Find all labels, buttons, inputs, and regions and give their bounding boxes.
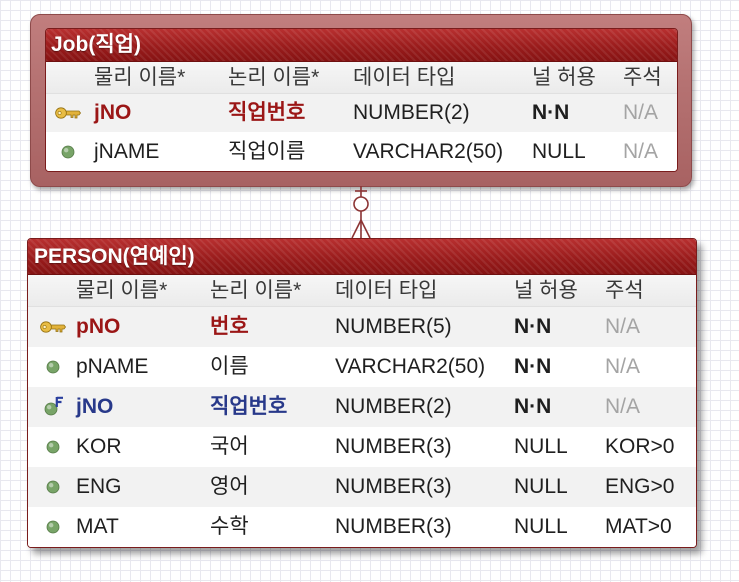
- column-header-comment: 주석: [623, 66, 662, 89]
- comment: N/A: [605, 315, 641, 338]
- relationship-line[interactable]: [340, 180, 382, 240]
- nullable: NULL: [532, 140, 586, 163]
- table-row[interactable]: MAT 수학 NUMBER(3) NULL MAT>0: [28, 507, 696, 547]
- nullable: N·N: [514, 395, 552, 418]
- physical-name: pNO: [76, 315, 121, 338]
- physical-name: jNAME: [94, 140, 160, 163]
- crowsfoot-icon: [351, 219, 371, 239]
- logical-name: 영어: [210, 475, 249, 498]
- table-title-bar[interactable]: Job(직업): [46, 29, 677, 62]
- comment: ENG>0: [605, 475, 675, 498]
- logical-name: 직업번호: [210, 395, 288, 418]
- column-dot-icon: [40, 480, 66, 494]
- physical-name: ENG: [76, 475, 122, 498]
- logical-name: 직업이름: [228, 140, 306, 163]
- data-type: VARCHAR2(50): [335, 355, 486, 378]
- nullable: NULL: [514, 475, 568, 498]
- data-type: NUMBER(5): [335, 315, 452, 338]
- physical-name: jNO: [94, 101, 132, 124]
- table-title: PERSON(연예인): [34, 245, 195, 268]
- comment: N/A: [605, 355, 641, 378]
- nullable: N·N: [514, 315, 552, 338]
- table-row[interactable]: jNO 직업번호 NUMBER(2) N·N N/A: [46, 94, 677, 132]
- logical-name: 이름: [210, 355, 249, 378]
- logical-name: 번호: [210, 315, 249, 338]
- nullable: N·N: [532, 101, 570, 124]
- table-title-bar[interactable]: PERSON(연예인): [28, 239, 696, 275]
- data-type: VARCHAR2(50): [353, 140, 504, 163]
- entity-table-job[interactable]: Job(직업) 물리 이름* 논리 이름* 데이터 타입 널 허용 주석 jNO…: [45, 28, 678, 172]
- physical-name: jNO: [76, 395, 114, 418]
- foreign-key-icon: [40, 396, 66, 416]
- primary-key-icon: [55, 106, 81, 120]
- table-row[interactable]: jNO 직업번호 NUMBER(2) N·N N/A: [28, 387, 696, 427]
- column-dot-icon: [55, 145, 81, 159]
- nullable: NULL: [514, 435, 568, 458]
- data-type: NUMBER(3): [335, 515, 452, 538]
- column-header-data-type: 데이터 타입: [353, 66, 456, 89]
- column-dot-icon: [40, 440, 66, 454]
- table-row[interactable]: ENG 영어 NUMBER(3) NULL ENG>0: [28, 467, 696, 507]
- column-header-data-type: 데이터 타입: [335, 279, 438, 302]
- data-type: NUMBER(2): [335, 395, 452, 418]
- crowsfoot-right-line: [360, 219, 371, 239]
- logical-name: 국어: [210, 435, 249, 458]
- comment: MAT>0: [605, 515, 672, 538]
- column-header-logical-name: 논리 이름*: [228, 66, 320, 89]
- comment: N/A: [623, 101, 659, 124]
- column-dot-icon: [40, 520, 66, 534]
- column-header-physical-name: 물리 이름*: [94, 66, 186, 89]
- column-header-row: 물리 이름* 논리 이름* 데이터 타입 널 허용 주석: [46, 62, 677, 94]
- primary-key-icon: [40, 320, 66, 334]
- table-row[interactable]: pNAME 이름 VARCHAR2(50) N·N N/A: [28, 347, 696, 387]
- data-type: NUMBER(3): [335, 475, 452, 498]
- physical-name: pNAME: [76, 355, 149, 378]
- table-row[interactable]: pNO 번호 NUMBER(5) N·N N/A: [28, 307, 696, 347]
- logical-name: 수학: [210, 515, 249, 538]
- entity-table-person[interactable]: PERSON(연예인) 물리 이름* 논리 이름* 데이터 타입 널 허용 주석…: [27, 238, 697, 548]
- comment: N/A: [605, 395, 641, 418]
- physical-name: MAT: [76, 515, 119, 538]
- column-header-nullable: 널 허용: [514, 279, 578, 302]
- column-header-nullable: 널 허용: [532, 66, 596, 89]
- column-header-row: 물리 이름* 논리 이름* 데이터 타입 널 허용 주석: [28, 275, 696, 307]
- column-header-logical-name: 논리 이름*: [210, 279, 302, 302]
- crowsfoot-left-line: [351, 219, 362, 239]
- column-header-physical-name: 물리 이름*: [76, 279, 168, 302]
- table-row[interactable]: jNAME 직업이름 VARCHAR2(50) NULL N/A: [46, 132, 677, 171]
- comment: N/A: [623, 140, 659, 163]
- column-header-comment: 주석: [605, 279, 644, 302]
- table-title: Job(직업): [51, 33, 141, 56]
- data-type: NUMBER(3): [335, 435, 452, 458]
- data-type: NUMBER(2): [353, 101, 470, 124]
- logical-name: 직업번호: [228, 101, 306, 124]
- physical-name: KOR: [76, 435, 122, 458]
- nullable: N·N: [514, 355, 552, 378]
- comment: KOR>0: [605, 435, 675, 458]
- zero-circle-icon: [353, 196, 369, 212]
- table-row[interactable]: KOR 국어 NUMBER(3) NULL KOR>0: [28, 427, 696, 467]
- nullable: NULL: [514, 515, 568, 538]
- column-dot-icon: [40, 360, 66, 374]
